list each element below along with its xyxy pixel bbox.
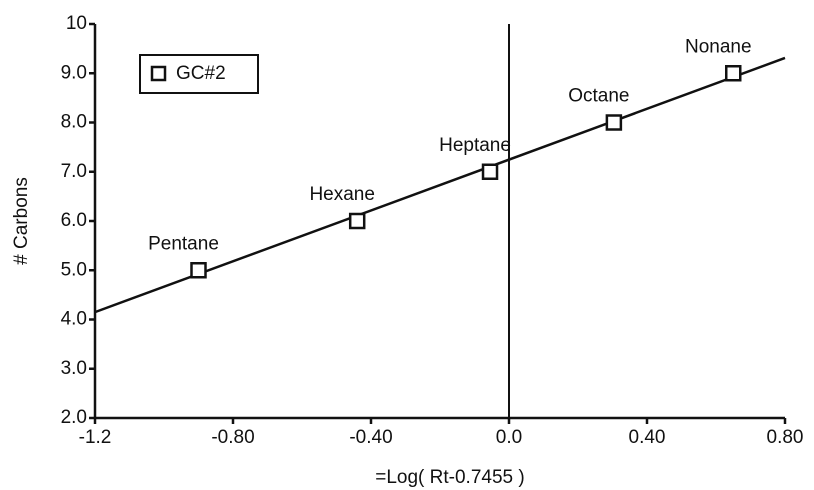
point-label: Heptane xyxy=(439,135,511,156)
point-label: Nonane xyxy=(685,36,752,57)
y-tick-label: 9.0 xyxy=(61,62,87,83)
y-tick-label: 7.0 xyxy=(61,161,87,182)
y-tick-label: 5.0 xyxy=(61,259,87,280)
x-tick-label: -1.2 xyxy=(79,427,112,448)
point xyxy=(190,262,207,279)
point xyxy=(725,65,742,82)
point-label: Hexane xyxy=(309,184,375,205)
point xyxy=(481,163,499,180)
x-tick-label: 0.40 xyxy=(629,427,666,448)
y-tick-label: 10 xyxy=(66,13,87,34)
x-tick-label: 0.0 xyxy=(496,427,522,448)
point-label: Octane xyxy=(568,86,629,107)
legend-label: GC#2 xyxy=(176,63,226,84)
y-tick-label: 3.0 xyxy=(61,358,87,379)
x-tick-label: 0.80 xyxy=(767,427,804,448)
y-tick-label: 2.0 xyxy=(61,407,87,428)
x-tick-label: -0.40 xyxy=(349,427,392,448)
point-label: Pentane xyxy=(148,233,219,254)
legend-marker xyxy=(150,65,167,82)
y-tick-label: 8.0 xyxy=(61,112,87,133)
x-tick-label: -0.80 xyxy=(211,427,254,448)
x-axis-label: =Log( Rt-0.7455 ) xyxy=(375,467,524,488)
y-tick-label: 4.0 xyxy=(61,309,87,330)
point xyxy=(348,212,366,230)
y-axis-label: # Carbons xyxy=(11,177,32,265)
y-tick-label: 6.0 xyxy=(61,210,87,231)
legend-box xyxy=(139,54,259,94)
fit-line xyxy=(94,56,786,314)
point xyxy=(605,114,623,131)
